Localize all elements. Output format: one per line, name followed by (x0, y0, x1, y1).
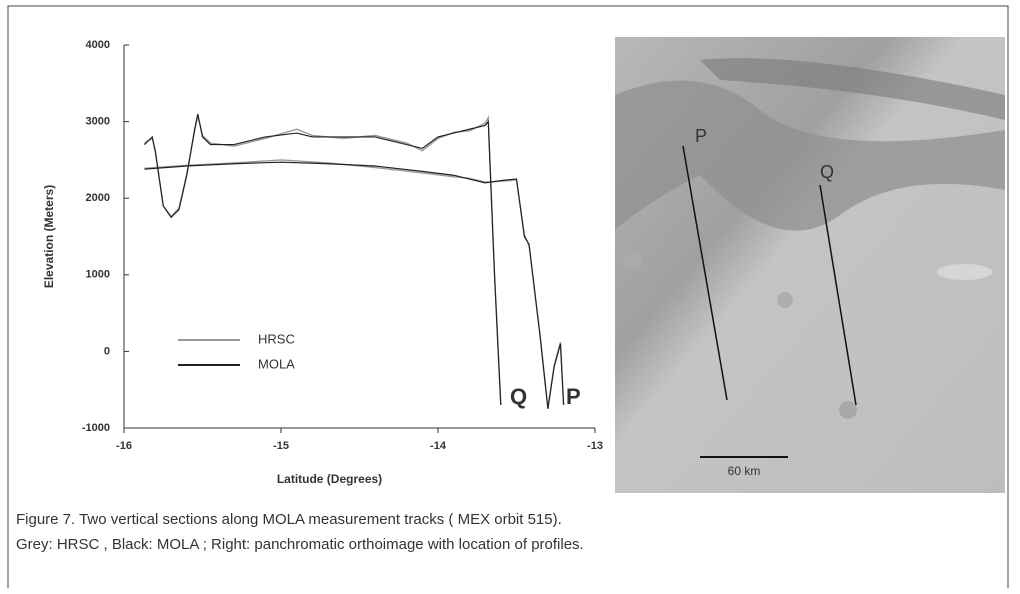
profile-track (819, 184, 857, 406)
y-tick-label: 4000 (86, 39, 110, 51)
y-tick-label: 1000 (86, 269, 110, 281)
track-label: P (695, 126, 707, 146)
x-tick-label: -16 (116, 440, 132, 452)
caption: Grey: HRSC , Black: MOLA ; Right: panchr… (16, 536, 584, 553)
x-tick-label: -15 (273, 440, 289, 452)
crater (937, 264, 993, 280)
x-axis-label: Latitude (Degrees) (277, 472, 382, 486)
x-tick-label: -14 (430, 440, 447, 452)
crater (839, 401, 857, 419)
crater (678, 294, 686, 302)
y-tick-label: -1000 (82, 422, 110, 434)
data-line (143, 113, 565, 409)
crater (777, 292, 793, 308)
ridge (615, 80, 1005, 231)
track-label: Q (820, 162, 834, 182)
legend-label: HRSC (258, 331, 295, 346)
profile-track (682, 145, 728, 401)
y-axis-label: Elevation (Meters) (42, 185, 56, 288)
annotation: P (566, 384, 581, 409)
ridge (700, 58, 1005, 120)
frame (7, 5, 1009, 588)
legend-label: MOLA (258, 356, 295, 371)
annotation: Q (510, 384, 527, 409)
orthoimage: P Q 60 km (615, 37, 1005, 493)
y-tick-label: 0 (104, 345, 110, 357)
y-tick-label: 3000 (86, 116, 110, 128)
caption: Figure 7. Two vertical sections along MO… (16, 511, 562, 528)
y-tick-label: 2000 (86, 192, 110, 204)
crater (624, 253, 642, 271)
scale-label: 60 km (728, 464, 761, 478)
x-tick-label: -13 (587, 440, 603, 452)
